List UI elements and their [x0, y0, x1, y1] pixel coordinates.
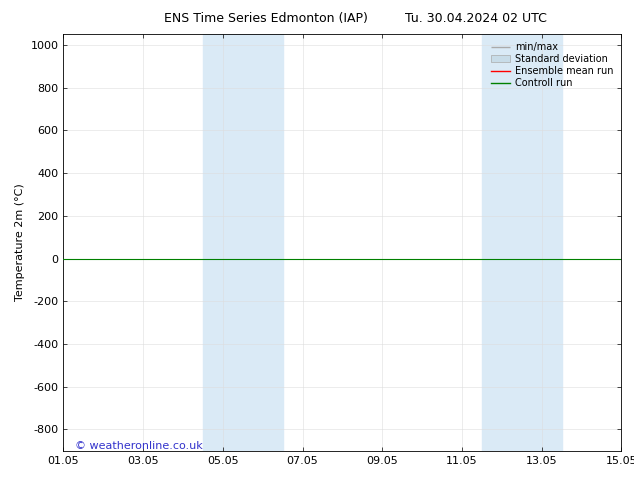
- Bar: [482, 34, 562, 451]
- Text: Tu. 30.04.2024 02 UTC: Tu. 30.04.2024 02 UTC: [404, 12, 547, 25]
- Text: ENS Time Series Edmonton (IAP): ENS Time Series Edmonton (IAP): [164, 12, 368, 25]
- Text: © weatheronline.co.uk: © weatheronline.co.uk: [75, 441, 202, 451]
- Bar: [203, 34, 283, 451]
- Legend: min/max, Standard deviation, Ensemble mean run, Controll run: min/max, Standard deviation, Ensemble me…: [488, 39, 616, 91]
- Y-axis label: Temperature 2m (°C): Temperature 2m (°C): [15, 184, 25, 301]
